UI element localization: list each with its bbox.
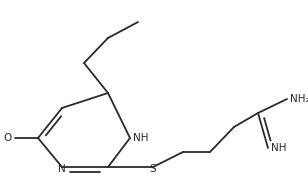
Text: N: N — [58, 164, 66, 174]
Text: NH: NH — [271, 143, 286, 153]
Text: S: S — [150, 164, 156, 174]
Text: NH: NH — [133, 133, 148, 143]
Text: NH₂: NH₂ — [290, 94, 308, 104]
Text: O: O — [4, 133, 12, 143]
